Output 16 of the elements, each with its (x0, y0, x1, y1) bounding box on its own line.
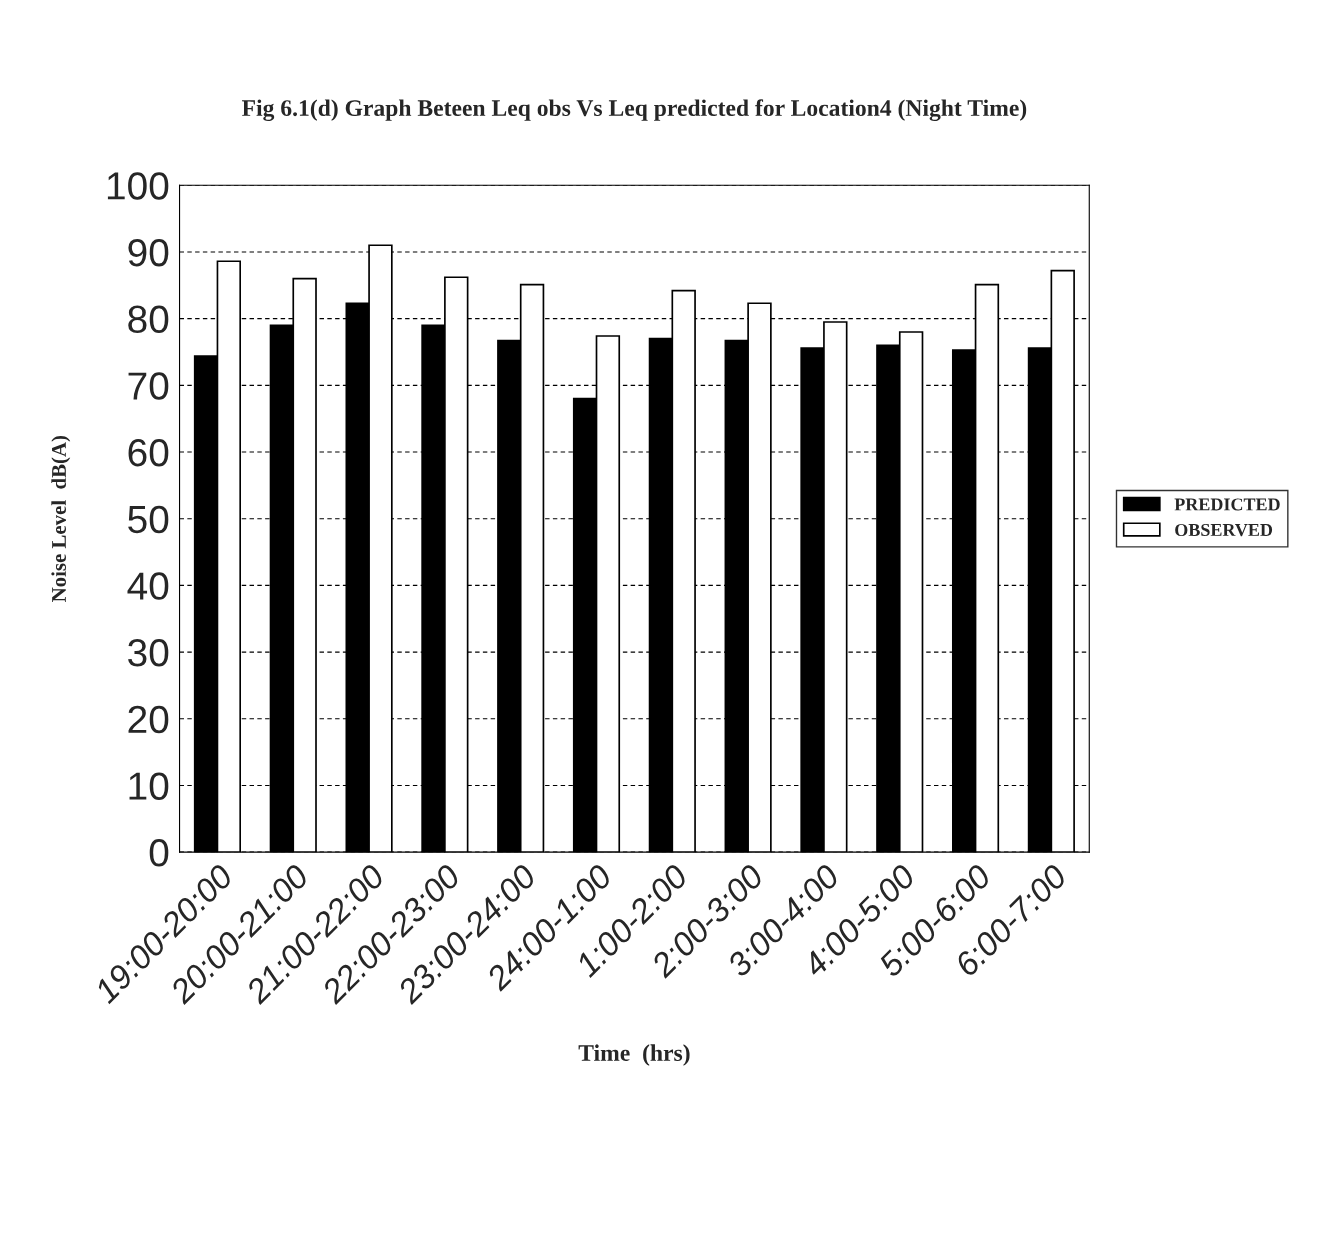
y-tick-label: 50 (128, 505, 169, 534)
legend-label: OBSERVED (1175, 523, 1273, 537)
y-tick-label: 10 (129, 772, 169, 800)
y-tick-label: 0 (149, 839, 169, 867)
y-axis-title: Noise Level dB(A) (51, 436, 71, 602)
y-tick-label: 40 (127, 572, 169, 600)
x-axis-title: Time (hrs) (578, 1044, 690, 1066)
legend-label: PREDICTED (1174, 498, 1280, 511)
y-tick-label: 70 (128, 372, 169, 400)
chart-title: Fig 6.1(d) Graph Beteen Leq obs Vs Leq predicted for Location4 (Night Time) (242, 99, 1027, 122)
y-tick-label: 20 (128, 705, 169, 734)
y-tick-label: 90 (128, 238, 169, 267)
y-tick-label: 80 (128, 305, 169, 334)
y-tick-label: 30 (128, 639, 169, 667)
y-tick-label: 100 (107, 172, 169, 200)
y-tick-label: 60 (128, 438, 169, 467)
